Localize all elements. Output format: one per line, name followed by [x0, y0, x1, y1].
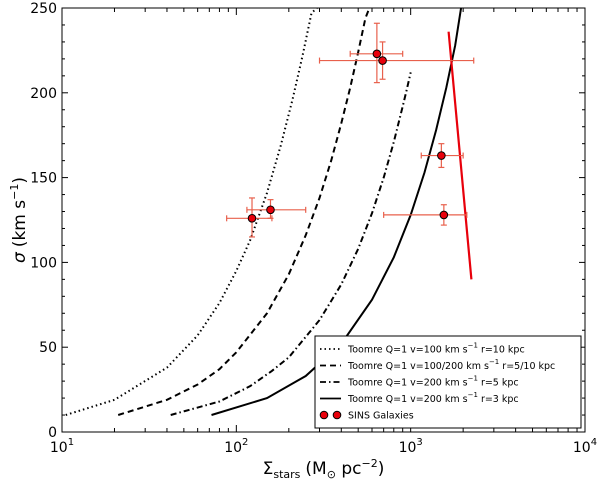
series-toomre-v200-r3	[211, 8, 463, 416]
sins-point-5	[420, 143, 464, 169]
y-axis-units-exp: −1	[8, 184, 21, 200]
data-point-marker	[266, 205, 275, 215]
legend-entries: Toomre Q=1 v=100 km s−1 r=10 kpc Toomre Q…	[319, 342, 555, 422]
data-point-marker	[439, 210, 449, 220]
x-tick-label: 102	[224, 437, 248, 456]
ticks-layer: 0 50 100 150 200 250 101 102 103 104	[30, 1, 597, 456]
y-tick-label: 200	[30, 86, 57, 102]
legend: Toomre Q=1 v=100 km s−1 r=10 kpc Toomre Q…	[314, 335, 582, 429]
y-axis-units-close: )	[10, 177, 30, 184]
x-tick-label: 101	[50, 437, 74, 456]
legend-swatch-sins-galaxies	[332, 410, 342, 420]
legend-label-toomre-v100-200-r5-10: Toomre Q=1 v=100/200 km s−1 r=5/10 kpc	[347, 358, 555, 372]
series-toomre-v200-r5	[170, 72, 412, 416]
x-tick-label: 103	[399, 437, 423, 456]
legend-label-toomre-v200-r3: Toomre Q=1 v=200 km s−1 r=3 kpc	[347, 391, 519, 405]
y-tick-label: 150	[30, 171, 57, 187]
sins-point-1	[226, 197, 273, 238]
x-axis-units-close: )	[378, 459, 385, 479]
sins-point-6	[383, 204, 468, 226]
plot-frame	[61, 7, 586, 433]
x-axis-units-exp: −2	[362, 457, 378, 470]
sins-point-2	[246, 199, 307, 219]
data-point-marker	[437, 151, 446, 160]
y-axis-units: (km s	[10, 200, 30, 247]
legend-swatch-sins-galaxies	[319, 410, 329, 420]
y-axis-symbol: σ	[10, 251, 30, 263]
data-point-marker	[372, 49, 382, 59]
y-tick-label: 100	[30, 255, 57, 271]
x-axis-symbol: Σ	[263, 459, 274, 479]
y-tick-label: 250	[30, 1, 57, 17]
legend-label-toomre-v100-r10: Toomre Q=1 v=100 km s−1 r=10 kpc	[347, 342, 525, 356]
y-tick-label: 50	[39, 340, 57, 356]
legend-box	[314, 335, 582, 429]
data-point-marker	[247, 214, 257, 223]
plot-layer	[65, 8, 475, 416]
x-axis-label: Σstars (M⊙ pc−2)	[263, 457, 385, 481]
x-axis-units-pc: pc	[336, 459, 362, 479]
legend-label-sins-galaxies: SINS Galaxies	[348, 411, 414, 422]
y-axis-label: σ (km s−1)	[8, 177, 30, 263]
y-tick-label: 0	[48, 425, 57, 441]
series-toomre-v100-r10	[65, 8, 318, 416]
sins-point-3	[349, 22, 404, 84]
x-tick-label: 104	[573, 437, 597, 456]
series-toomre-v100-200-r5-10	[117, 8, 371, 416]
x-axis-units: (M	[305, 459, 326, 479]
x-axis-symbol-sub: stars	[273, 468, 300, 481]
data-point-marker	[378, 56, 387, 65]
legend-label-toomre-v200-r5: Toomre Q=1 v=200 km s−1 r=5 kpc	[347, 375, 519, 389]
x-axis-sun-symbol: ⊙	[327, 468, 336, 481]
sins-point-4	[318, 41, 475, 80]
